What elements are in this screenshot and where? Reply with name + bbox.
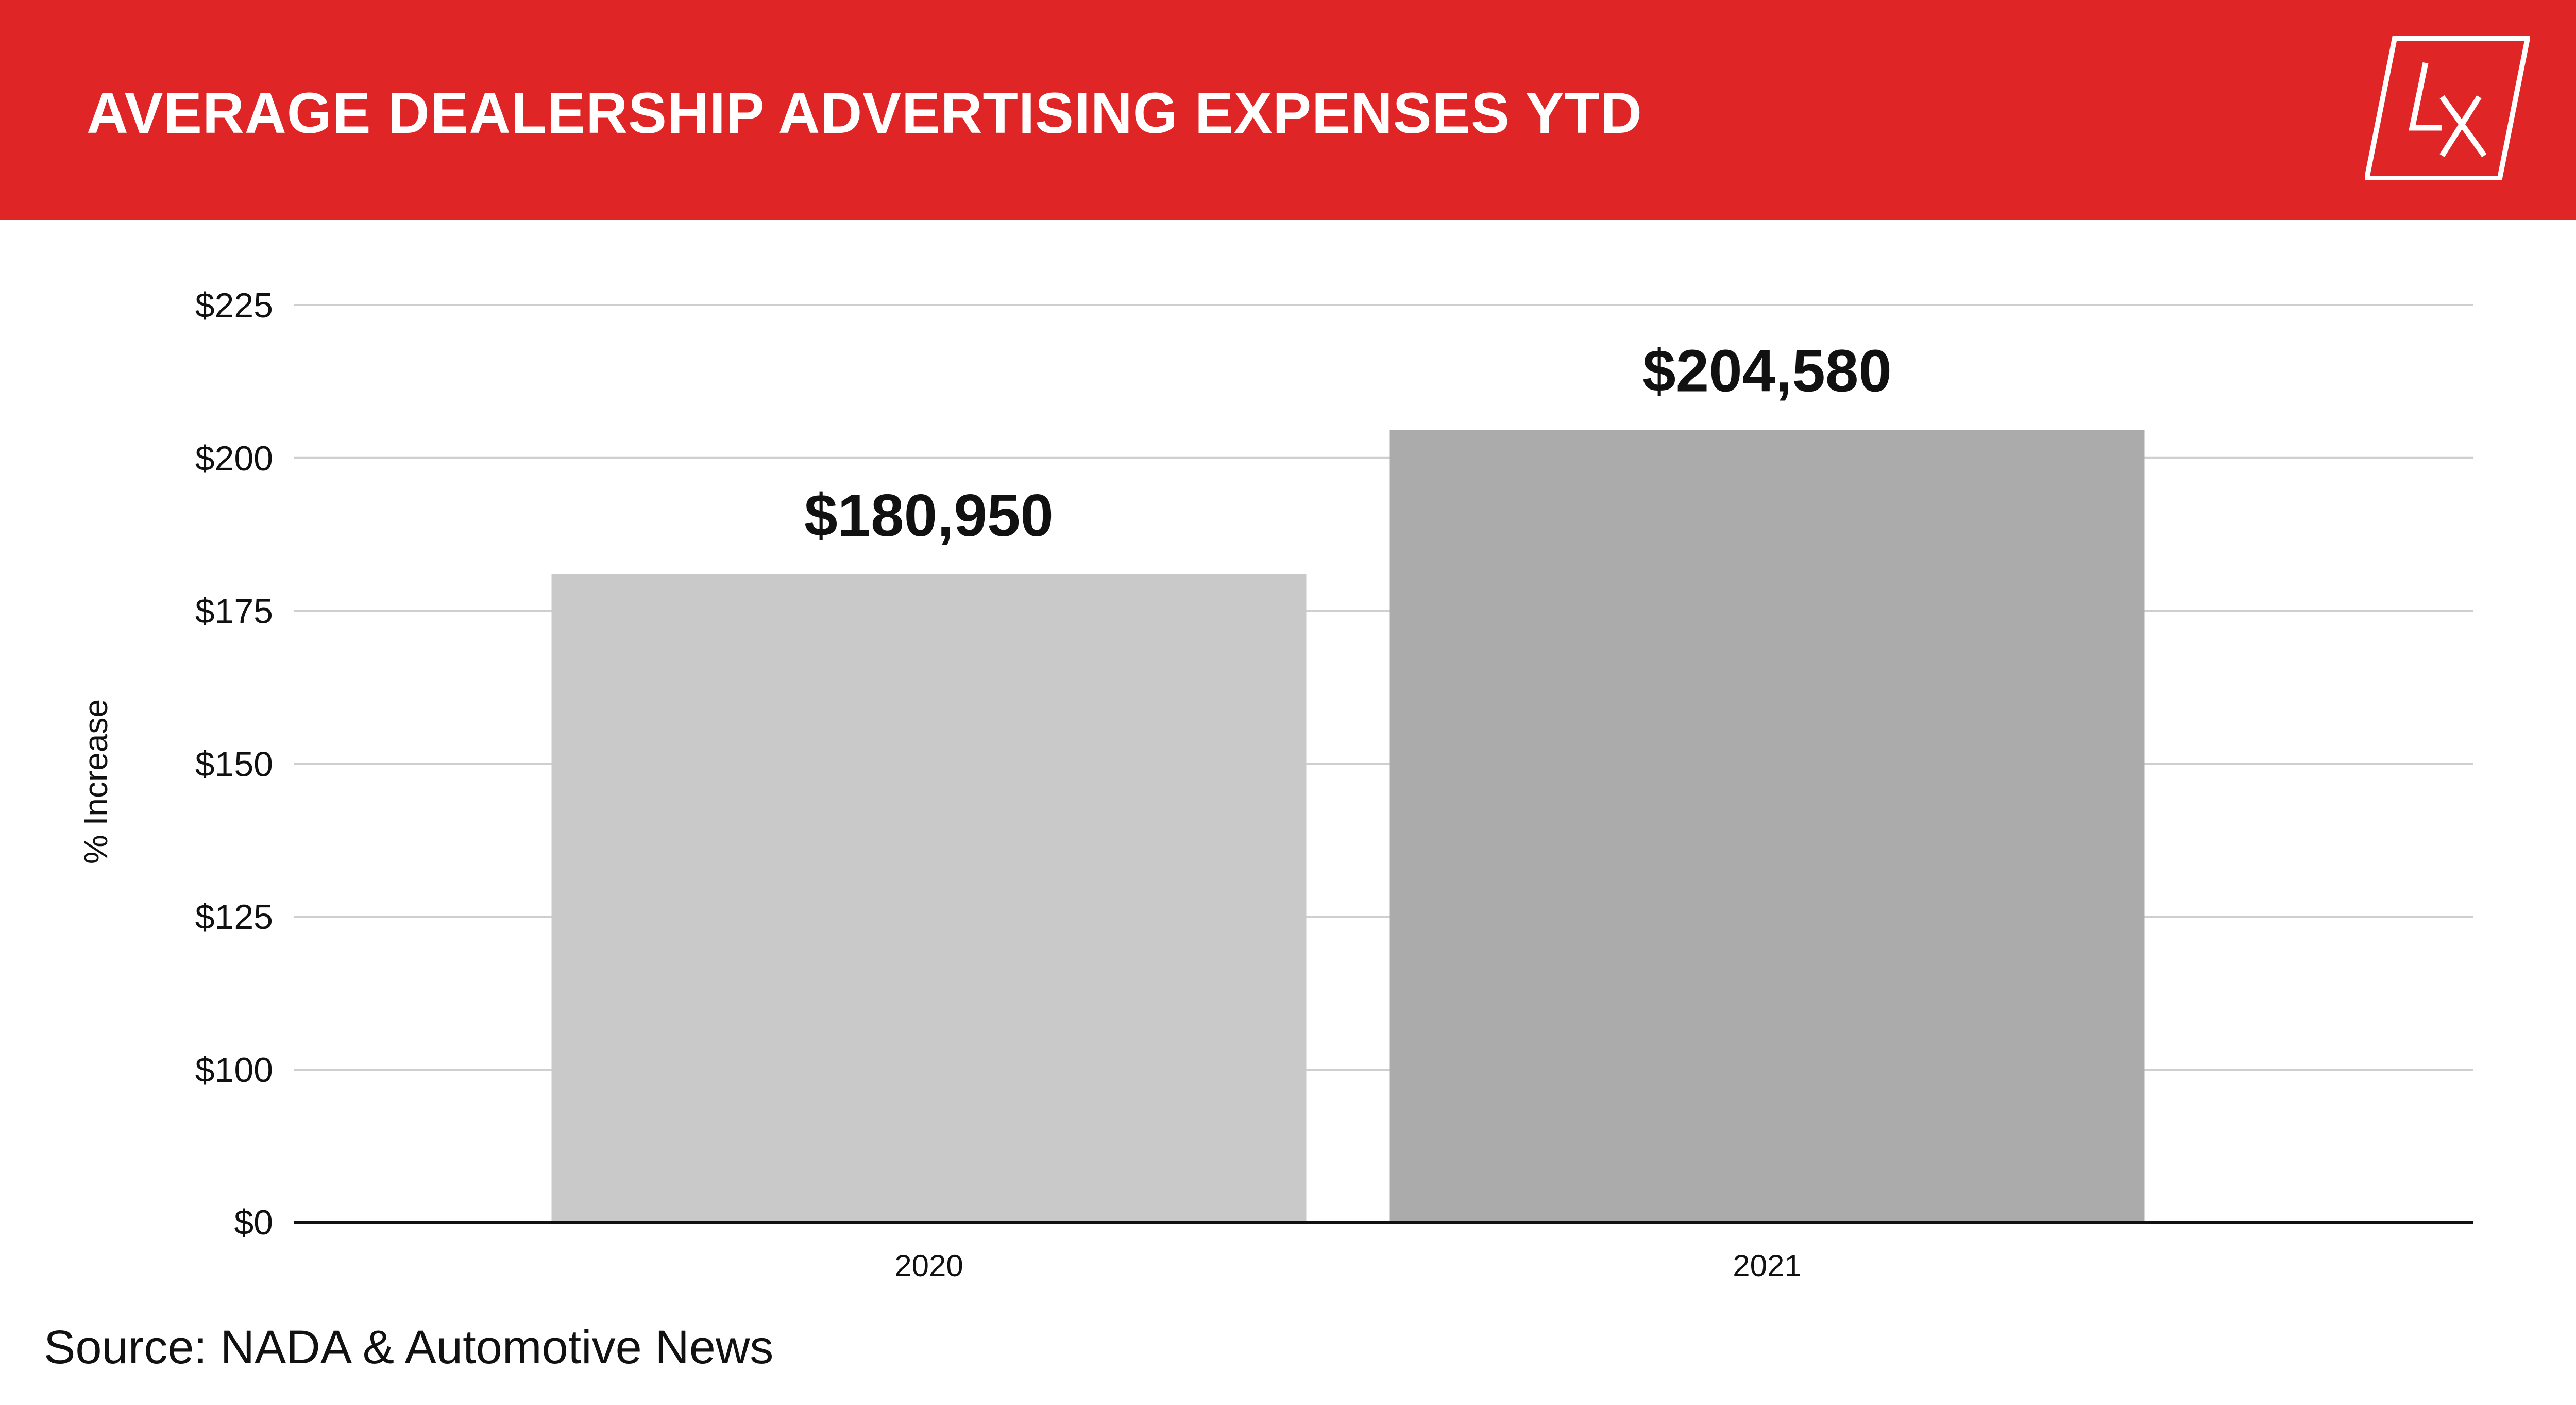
x-tick-label: 2020	[894, 1248, 963, 1283]
bars	[551, 430, 2145, 1222]
y-tick-label: $200	[195, 439, 273, 478]
y-tick-label: $0	[234, 1203, 273, 1242]
chart-title: AVERAGE DEALERSHIP ADVERTISING EXPENSES …	[87, 81, 1642, 145]
x-tick-label: 2021	[1733, 1248, 1801, 1283]
lx-logo	[2365, 36, 2530, 180]
y-tick-labels: $0 $100 $125 $150 $175 $200 $225	[195, 286, 273, 1242]
y-tick-label: $100	[195, 1051, 273, 1090]
header-bar: AVERAGE DEALERSHIP ADVERTISING EXPENSES …	[0, 0, 2576, 220]
data-label-2021: $204,580	[1642, 337, 1892, 404]
y-tick-label: $225	[195, 286, 273, 325]
y-tick-label: $125	[195, 898, 273, 937]
x-tick-labels: 2020 2021	[894, 1248, 1801, 1283]
bar-2021	[1389, 430, 2145, 1222]
data-label-2020: $180,950	[804, 482, 1054, 549]
data-labels: $180,950 $204,580	[804, 337, 1892, 549]
source-note: Source: NADA & Automotive News	[44, 1321, 774, 1374]
bar-2020	[551, 574, 1307, 1222]
y-axis-label: % Increase	[77, 699, 114, 864]
y-tick-label: $150	[195, 744, 273, 784]
y-tick-label: $175	[195, 592, 273, 631]
bar-chart: $0 $100 $125 $150 $175 $200 $225 2020 2021 $180…	[77, 286, 2473, 1283]
